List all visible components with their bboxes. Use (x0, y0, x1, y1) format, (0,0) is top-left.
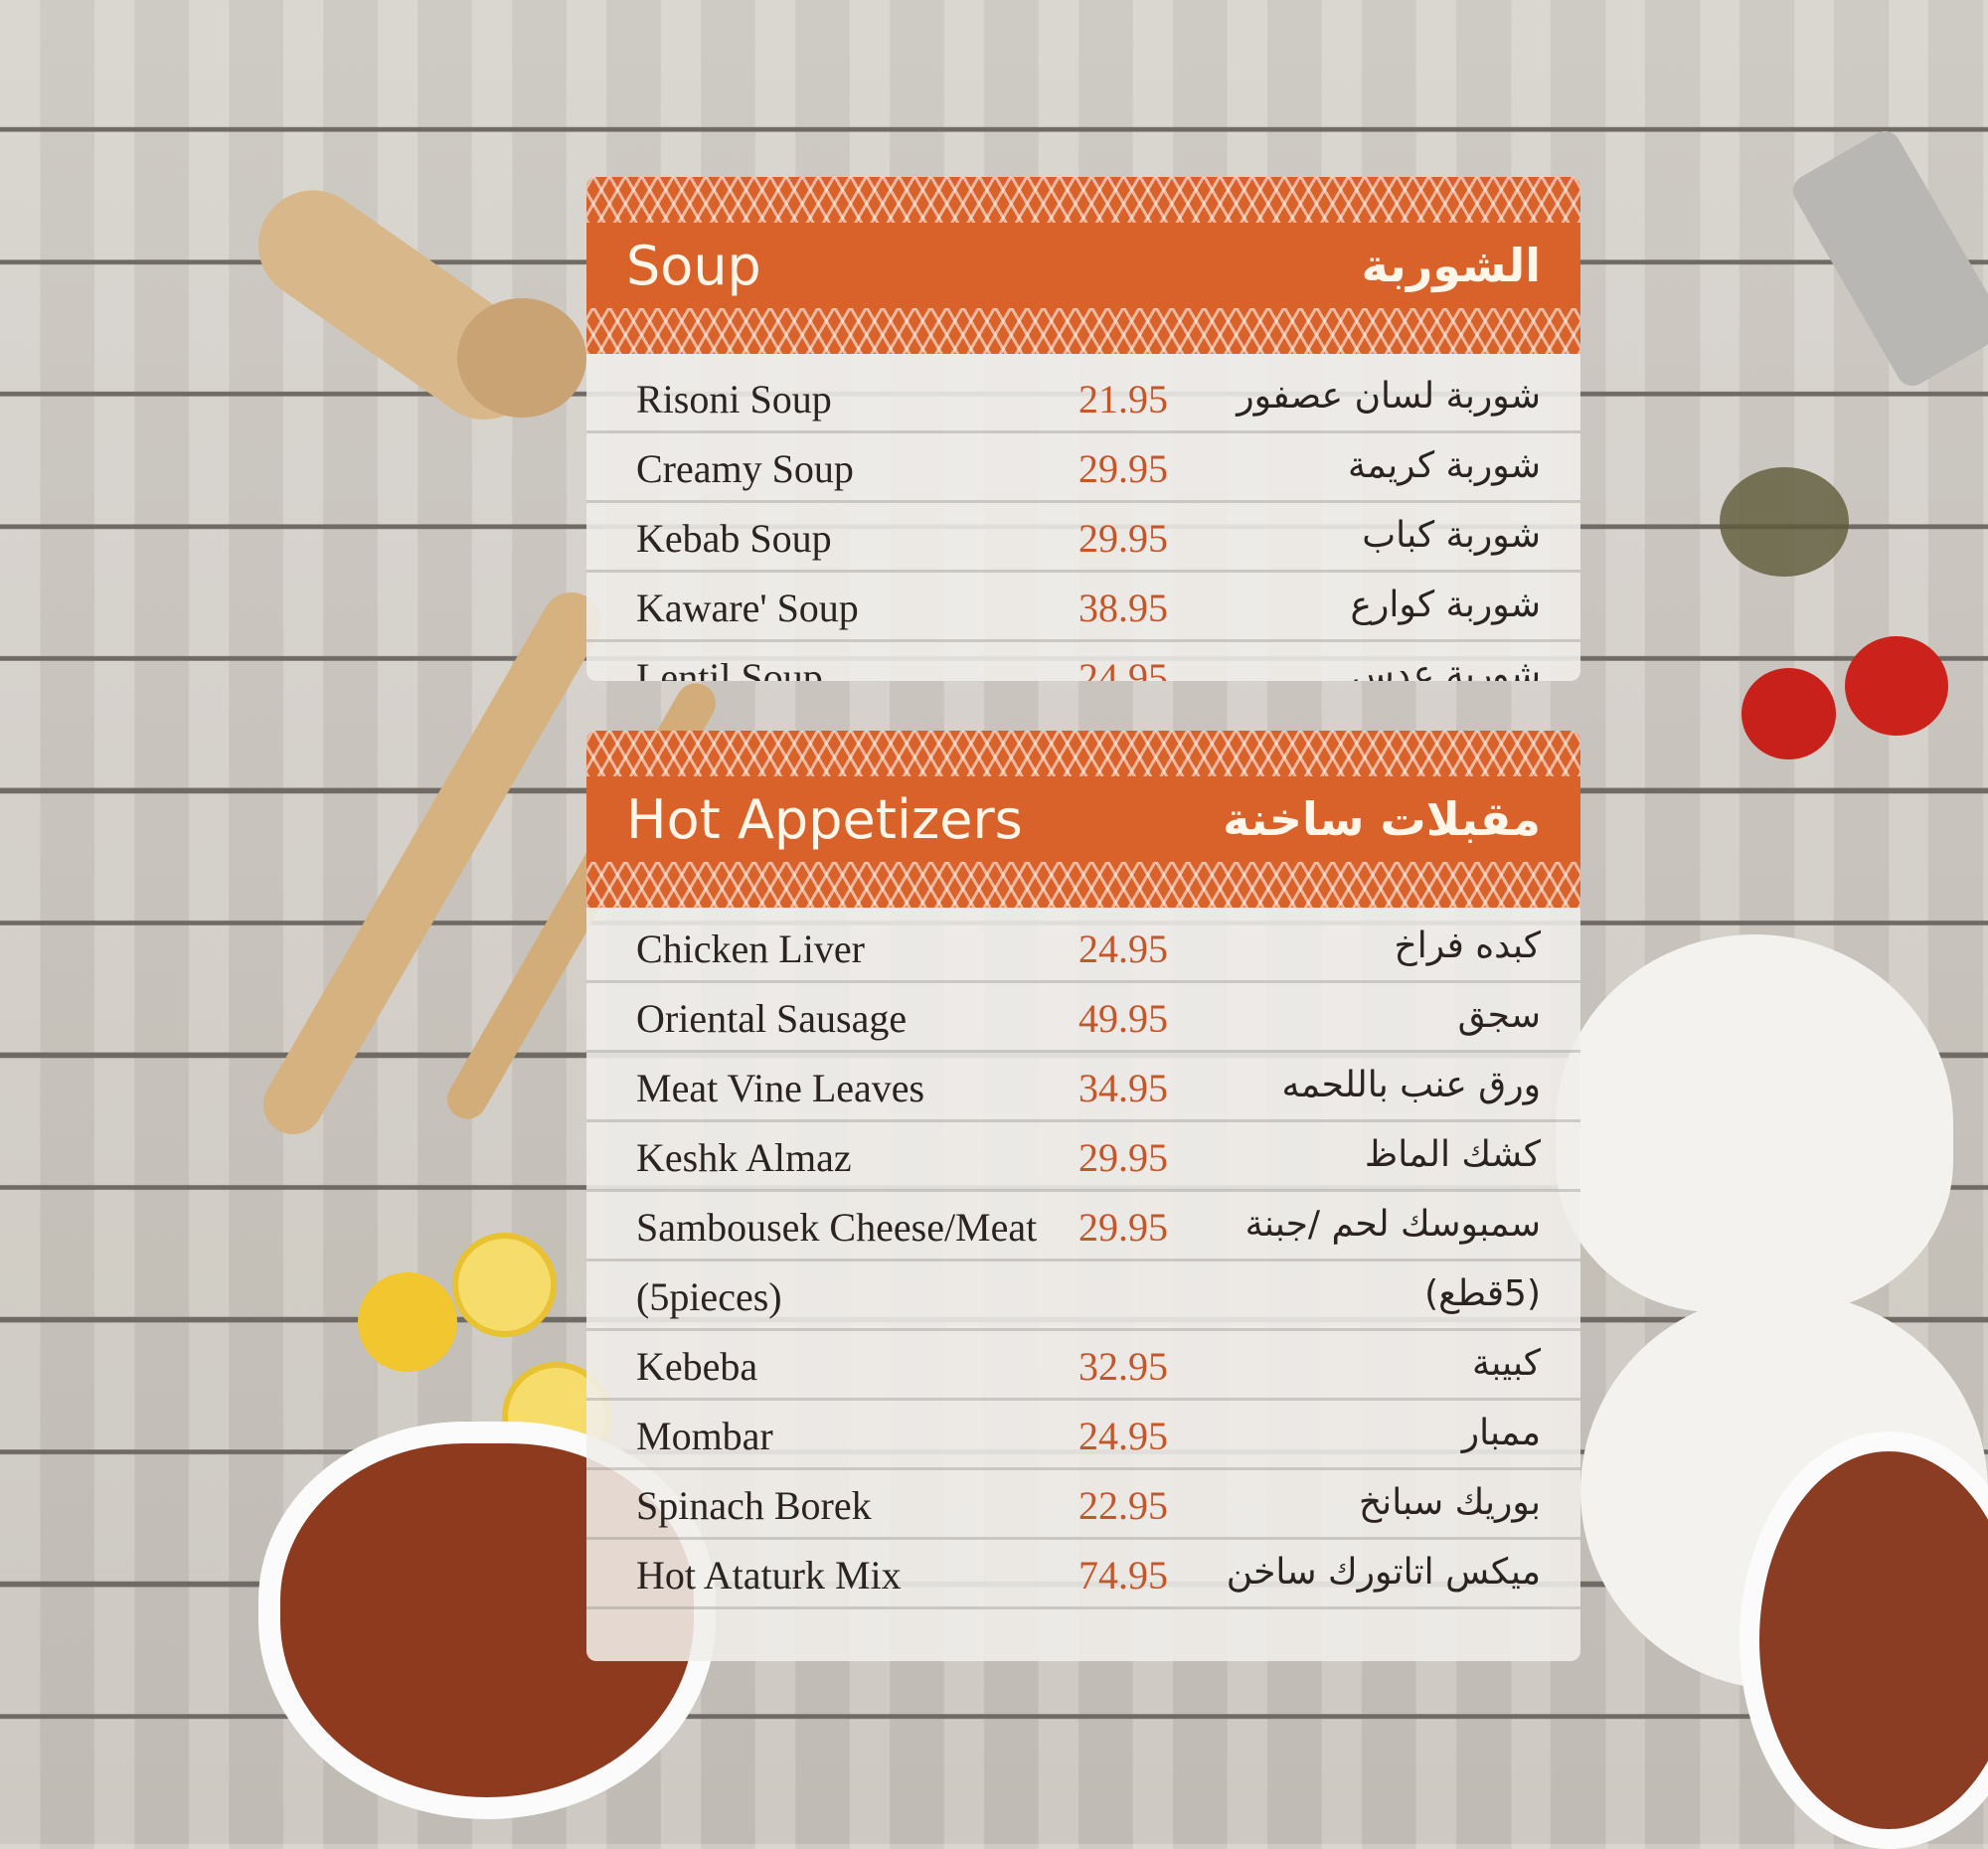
menu-item-name-en: Sambousek Cheese/Meat (636, 1205, 1038, 1250)
menu-item-name-ar: (5قطع) (1424, 1273, 1541, 1314)
menu-item-name-ar: شوربة كباب (1362, 515, 1541, 556)
menu-item-name-en: Kaware' Soup (636, 586, 859, 630)
menu-item-name-ar: كبيبة (1471, 1343, 1541, 1384)
menu-item-price: 32.95 (1078, 1344, 1168, 1389)
menu-item: Risoni Soup 21.95 شوربة لسان عصفور (586, 364, 1580, 433)
soup-section: Soup الشوربة Risoni Soup 21.95 شوربة لسان … (586, 177, 1580, 681)
spice-bowl-image (457, 298, 586, 418)
menu-item: Chicken Liver 24.95 كبده فراخ (586, 914, 1580, 983)
wooden-spatula-image (252, 582, 612, 1145)
section-title-en: Hot Appetizers (626, 787, 1023, 851)
menu-list: Chicken Liver 24.95 كبده فراخ Oriental Saus… (586, 908, 1580, 1609)
menu-item-name-en: Kebab Soup (636, 516, 832, 561)
menu-item: Keshk Almaz 29.95 كشك الماظ (586, 1122, 1580, 1192)
menu-item: Kaware' Soup 38.95 شوربة كوارع (586, 573, 1580, 642)
menu-item: Mombar 24.95 ممبار (586, 1401, 1580, 1470)
section-header: Soup الشوربة (586, 223, 1580, 308)
menu-item-name-en: Creamy Soup (636, 446, 854, 491)
menu-item-name-ar: شوربة لسان عصفور (1237, 376, 1541, 417)
menu-item-name-en: Oriental Sausage (636, 996, 908, 1041)
menu-item-price: 38.95 (1078, 586, 1168, 630)
menu-item-name-ar: بوريك سبانخ (1358, 1482, 1541, 1523)
kibbeh-dish-image (1556, 934, 1953, 1312)
menu-item-price: 29.95 (1078, 446, 1168, 491)
menu-item-price: 29.95 (1078, 516, 1168, 561)
menu-item: Kebeba 32.95 كبيبة (586, 1331, 1580, 1401)
menu-item-name-en: Mombar (636, 1414, 773, 1458)
menu-item-name-en: Meat Vine Leaves (636, 1066, 925, 1110)
menu-item-name-ar: شوربة كريمة (1347, 445, 1541, 486)
menu-item-price: 24.95 (1078, 1414, 1168, 1458)
menu-item: (5pieces) (5قطع) (586, 1261, 1580, 1331)
menu-item-price: 74.95 (1078, 1553, 1168, 1597)
menu-item-name-ar: كبده فراخ (1394, 925, 1541, 966)
section-header: Hot Appetizers مقبلات ساخنة (586, 776, 1580, 862)
menu-item-price: 49.95 (1078, 996, 1168, 1041)
menu-item: Meat Vine Leaves 34.95 ورق عنب باللحمه (586, 1053, 1580, 1122)
menu-item-name-en: Kebeba (636, 1344, 758, 1389)
salt-shaker-image (1787, 125, 1988, 392)
menu-item: Lentil Soup 24.95 شوربة عدس (586, 642, 1580, 681)
pattern-band (586, 308, 1580, 354)
lemon-image (452, 1233, 557, 1337)
menu-item: Kebab Soup 29.95 شوربة كباب (586, 503, 1580, 573)
menu-item-name-ar: سجق (1457, 995, 1541, 1036)
menu-item-name-ar: كشك الماظ (1364, 1134, 1541, 1175)
menu-item-price: 34.95 (1078, 1066, 1168, 1110)
hot-appetizers-section: Hot Appetizers مقبلات ساخنة Chicken Live… (586, 731, 1580, 1661)
pattern-band (586, 731, 1580, 776)
menu-item-name-en: Keshk Almaz (636, 1135, 852, 1180)
menu-item-name-ar: ورق عنب باللحمه (1281, 1065, 1541, 1105)
menu-item-price: 29.95 (1078, 1135, 1168, 1180)
herbs-image (1720, 467, 1849, 577)
section-title-ar: مقبلات ساخنة (1223, 792, 1541, 846)
pattern-band (586, 177, 1580, 223)
lemon-image (358, 1272, 457, 1372)
menu-item-name-ar: شوربة كوارع (1350, 585, 1541, 625)
menu-item-price: 22.95 (1078, 1483, 1168, 1528)
menu-item-name-en: Risoni Soup (636, 377, 832, 421)
menu-item-price: 24.95 (1078, 655, 1168, 681)
menu-item-name-ar: ميكس اتاتورك ساخن (1226, 1552, 1541, 1593)
menu-item: Hot Ataturk Mix 74.95 ميكس اتاتورك ساخن (586, 1540, 1580, 1609)
menu-item-name-en: Lentil Soup (636, 655, 823, 681)
menu-item-name-en: Chicken Liver (636, 926, 865, 971)
pattern-band (586, 862, 1580, 908)
section-title-ar: الشوربة (1361, 239, 1541, 292)
menu-item-name-ar: سمبوسك لحم /جبنة (1244, 1204, 1541, 1245)
menu-item-name-en: Hot Ataturk Mix (636, 1553, 902, 1597)
section-title-en: Soup (626, 234, 761, 297)
menu-item-name-ar: شوربة عدس (1350, 654, 1541, 681)
menu-item: Creamy Soup 29.95 شوربة كريمة (586, 433, 1580, 503)
menu-list: Risoni Soup 21.95 شوربة لسان عصفور Creamy S… (586, 354, 1580, 681)
tomato-image (1845, 636, 1948, 736)
menu-item-price: 24.95 (1078, 926, 1168, 971)
menu-item-name-en: Spinach Borek (636, 1483, 872, 1528)
menu-item-price: 29.95 (1078, 1205, 1168, 1250)
menu-item: Oriental Sausage 49.95 سجق (586, 983, 1580, 1053)
tomato-image (1741, 668, 1836, 759)
menu-item-name-en: (5pieces) (636, 1274, 782, 1319)
menu-item-name-ar: ممبار (1461, 1413, 1541, 1453)
menu-item-price: 21.95 (1078, 377, 1168, 421)
menu-item: Spinach Borek 22.95 بوريك سبانخ (586, 1470, 1580, 1540)
menu-item: Sambousek Cheese/Meat 29.95 سمبوسك لحم /جب… (586, 1192, 1580, 1261)
